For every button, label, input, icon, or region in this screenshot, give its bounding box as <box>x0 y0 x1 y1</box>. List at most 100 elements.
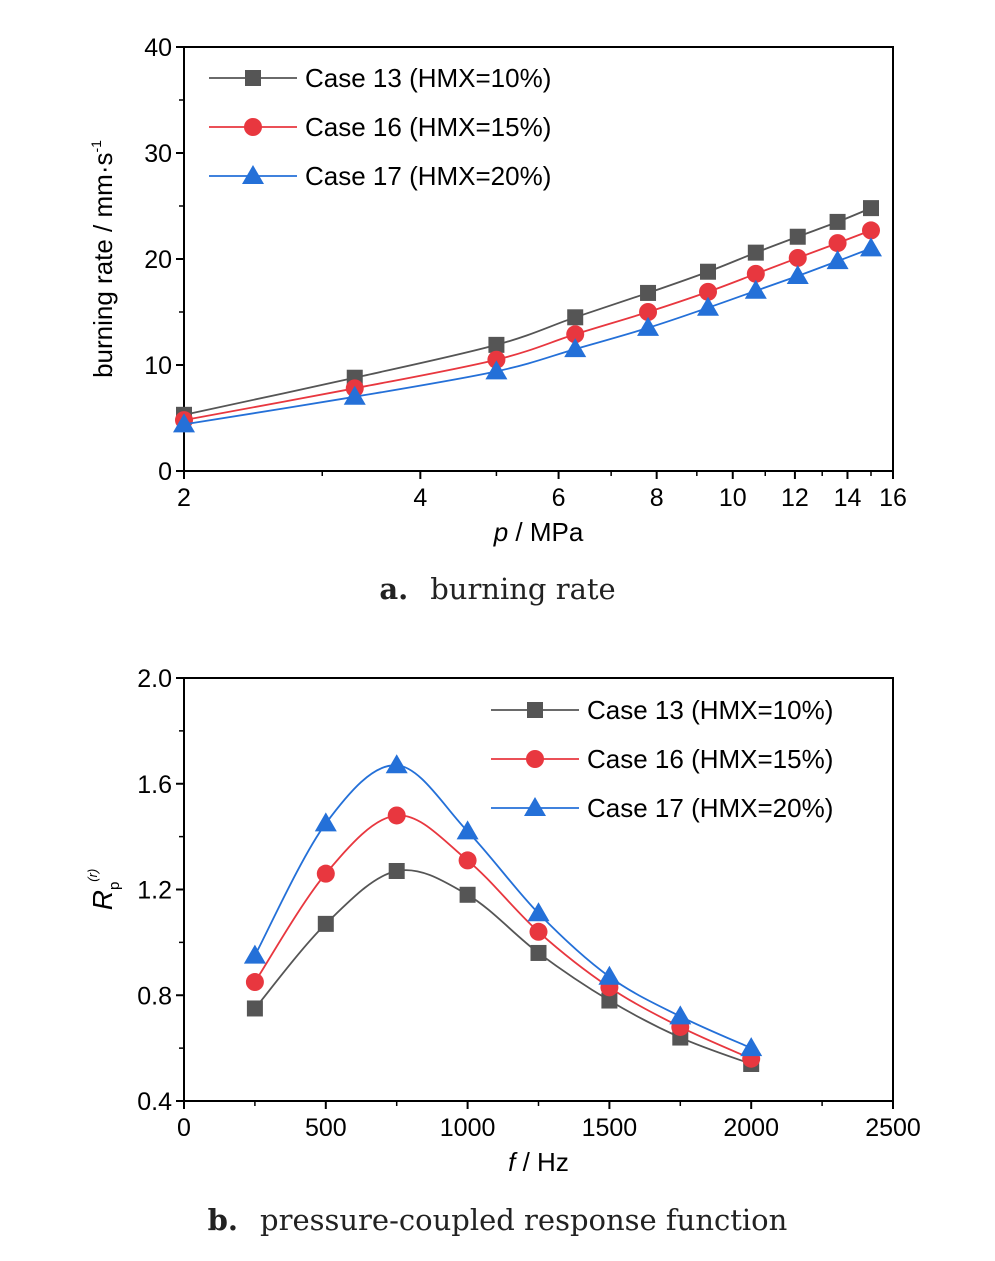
legend-label: Case 17 (HMX=20%) <box>305 161 551 191</box>
y-tick-label: 1.6 <box>137 771 172 799</box>
data-point-circle <box>639 303 658 321</box>
x-tick-label: 8 <box>650 484 664 512</box>
data-point-square <box>567 309 584 326</box>
y-axis-label-var: R <box>87 890 118 910</box>
data-point-triangle <box>826 250 849 270</box>
y-tick-label: 1.2 <box>137 877 172 905</box>
caption-a: a. burning rate <box>0 572 995 606</box>
y-tick-label: 0.4 <box>137 1088 172 1116</box>
data-point-circle <box>861 221 880 240</box>
y-axis-label-text: burning rate / mm·s <box>88 153 118 378</box>
data-point-circle <box>746 264 765 283</box>
data-point-triangle <box>527 902 550 922</box>
x-tick-label: 0 <box>177 1114 191 1142</box>
x-tick-label: 4 <box>413 484 427 512</box>
legend-marker-circle <box>526 750 544 768</box>
y-tick-label: 40 <box>144 34 172 62</box>
data-point-square <box>530 944 547 961</box>
legend-marker-circle <box>244 118 262 136</box>
data-point-square <box>488 336 505 353</box>
x-tick-label: 12 <box>781 484 809 512</box>
data-point-circle <box>699 282 718 301</box>
data-point-square <box>459 886 476 903</box>
legend-label: Case 17 (HMX=20%) <box>587 793 833 823</box>
data-point-circle <box>788 248 807 267</box>
data-point-triangle <box>740 1037 763 1057</box>
caption-b-label: b. <box>207 1203 239 1237</box>
data-point-triangle <box>564 338 587 358</box>
data-point-circle <box>387 806 406 825</box>
data-point-triangle <box>343 385 366 405</box>
data-point-triangle <box>637 316 660 336</box>
y-tick-label: 0 <box>158 458 172 486</box>
data-point-square <box>246 1000 263 1017</box>
x-axis-label: f / Hz <box>508 1147 569 1177</box>
legend-marker-triangle <box>524 797 546 816</box>
data-point-triangle <box>669 1005 692 1025</box>
data-point-circle <box>566 325 585 344</box>
y-tick-label: 2.0 <box>137 665 172 693</box>
data-point-square <box>388 862 405 879</box>
caption-a-label: a. <box>379 572 409 606</box>
caption-b-text: pressure-coupled response function <box>260 1203 788 1237</box>
data-point-square <box>700 263 717 280</box>
x-tick-label: 2 <box>177 484 191 512</box>
y-tick-label: 20 <box>144 246 172 274</box>
x-axis-label: p / MPa <box>493 517 584 547</box>
y-axis-label-sup: (r) <box>85 869 100 882</box>
data-point-square <box>829 213 846 230</box>
x-tick-label: 2000 <box>723 1114 779 1142</box>
data-point-circle <box>458 851 477 870</box>
data-point-triangle <box>598 965 621 985</box>
y-axis-label: burning rate / mm·s-1 <box>88 140 118 378</box>
data-point-triangle <box>786 264 809 284</box>
series-line <box>183 207 872 416</box>
legend-label: Case 13 (HMX=10%) <box>305 63 551 93</box>
data-point-square <box>317 915 334 932</box>
x-tick-label: 10 <box>719 484 747 512</box>
data-point-triangle <box>744 279 767 299</box>
data-point-square <box>601 992 618 1009</box>
legend-marker-square <box>245 70 261 86</box>
x-axis-label-var: p <box>493 517 508 547</box>
data-point-square <box>747 244 764 261</box>
data-point-square <box>862 200 879 217</box>
data-point-triangle <box>314 812 337 832</box>
data-point-circle <box>316 864 335 883</box>
y-tick-label: 10 <box>144 352 172 380</box>
data-point-circle <box>487 350 506 369</box>
plot-frame <box>183 677 894 1102</box>
x-tick-label: 2500 <box>865 1114 921 1142</box>
x-tick-label: 1500 <box>582 1114 638 1142</box>
data-point-circle <box>245 973 264 992</box>
chart-burning-rate: 0 10 20 30 40 2 4 6 8 10 12 14 16 p / MPa burning rate… <box>88 34 907 547</box>
data-point-triangle <box>859 237 882 257</box>
x-axis-label-unit: / Hz <box>515 1147 568 1177</box>
y-tick-label: 30 <box>144 140 172 168</box>
chart-response-function: 0.4 0.8 1.2 1.6 2.0 0 500 1000 1500 2000 2500 f / H… <box>85 665 921 1177</box>
legend-label: Case 13 (HMX=10%) <box>587 695 833 725</box>
data-point-triangle <box>485 360 508 380</box>
data-point-triangle <box>385 754 408 774</box>
x-tick-label: 500 <box>305 1114 347 1142</box>
x-axis-label-unit: / MPa <box>508 517 584 547</box>
x-tick-label: 6 <box>552 484 566 512</box>
caption-a-text: burning rate <box>430 572 616 606</box>
legend-label: Case 16 (HMX=15%) <box>305 112 551 142</box>
data-point-circle <box>529 922 548 941</box>
data-point-square <box>640 284 657 301</box>
legend-marker-square <box>527 702 543 718</box>
legend-marker-triangle <box>242 165 264 184</box>
y-tick-label: 0.8 <box>137 982 172 1010</box>
data-point-triangle <box>243 944 266 964</box>
data-point-triangle <box>456 820 479 840</box>
x-tick-label: 1000 <box>440 1114 496 1142</box>
legend-label: Case 16 (HMX=15%) <box>587 744 833 774</box>
data-point-circle <box>828 234 847 253</box>
data-point-triangle <box>697 296 720 316</box>
data-point-square <box>789 228 806 245</box>
series-line <box>183 247 872 426</box>
caption-b: b. pressure-coupled response function <box>0 1203 995 1237</box>
y-axis-label-sub: p <box>106 882 123 890</box>
